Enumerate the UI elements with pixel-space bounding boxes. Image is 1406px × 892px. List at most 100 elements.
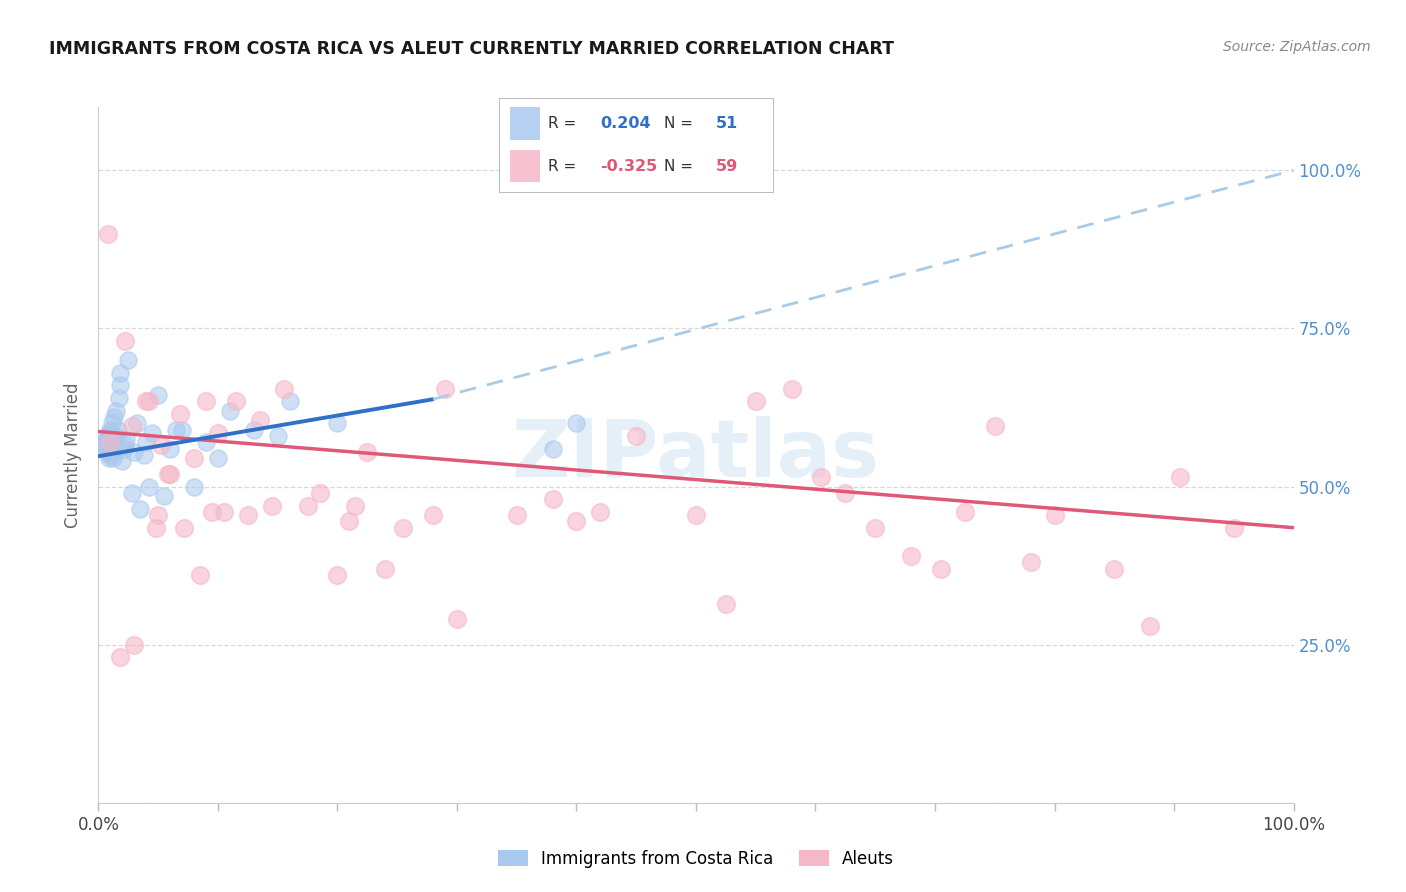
Point xyxy=(141,425,163,440)
Text: N =: N = xyxy=(664,159,697,174)
Point xyxy=(148,508,170,522)
Point xyxy=(124,638,146,652)
Point xyxy=(114,438,136,452)
Point xyxy=(326,568,349,582)
Point xyxy=(422,508,444,522)
Point xyxy=(565,514,588,528)
Point xyxy=(1102,562,1125,576)
Point xyxy=(108,378,131,392)
Point xyxy=(243,423,266,437)
Point xyxy=(225,394,247,409)
Point xyxy=(97,227,120,241)
Point xyxy=(541,492,564,507)
Point xyxy=(112,442,135,456)
Bar xyxy=(510,108,540,140)
Point xyxy=(297,499,319,513)
Point xyxy=(267,429,290,443)
Text: 51: 51 xyxy=(716,116,738,131)
Point xyxy=(1043,508,1066,522)
Point xyxy=(339,514,360,528)
Point xyxy=(107,391,129,405)
Point xyxy=(260,499,283,513)
Point xyxy=(863,521,887,535)
Point xyxy=(344,499,367,513)
Point xyxy=(685,508,707,522)
Point xyxy=(212,505,235,519)
Point xyxy=(626,429,648,443)
Point xyxy=(98,448,122,462)
Point xyxy=(953,505,976,519)
Point xyxy=(219,403,242,417)
Point xyxy=(183,479,205,493)
Point xyxy=(194,435,218,450)
Point xyxy=(149,438,172,452)
Point xyxy=(1139,618,1161,632)
Point xyxy=(1019,556,1042,570)
Point xyxy=(117,353,139,368)
Text: Source: ZipAtlas.com: Source: ZipAtlas.com xyxy=(1223,40,1371,54)
Point xyxy=(105,403,128,417)
Text: 59: 59 xyxy=(716,159,738,174)
Point xyxy=(565,417,588,431)
Point xyxy=(159,442,181,456)
Point xyxy=(183,451,205,466)
Point xyxy=(308,486,330,500)
Point xyxy=(929,562,952,576)
Point xyxy=(207,425,229,440)
Point xyxy=(98,423,122,437)
Point xyxy=(148,388,170,402)
Point xyxy=(1168,470,1191,484)
Point xyxy=(165,423,187,437)
Point xyxy=(714,597,737,611)
Point xyxy=(810,470,832,484)
Point xyxy=(153,489,176,503)
Point xyxy=(745,394,768,409)
Point xyxy=(984,419,1007,434)
Point xyxy=(103,409,125,424)
Point xyxy=(115,432,138,446)
Point xyxy=(98,435,122,450)
Point xyxy=(135,435,157,450)
Point xyxy=(780,382,803,396)
Y-axis label: Currently Married: Currently Married xyxy=(65,382,83,528)
Point xyxy=(589,505,612,519)
Point xyxy=(125,417,148,431)
Point xyxy=(433,382,456,396)
Text: R =: R = xyxy=(548,116,582,131)
Point xyxy=(96,432,118,446)
Point xyxy=(108,366,131,380)
Text: IMMIGRANTS FROM COSTA RICA VS ALEUT CURRENTLY MARRIED CORRELATION CHART: IMMIGRANTS FROM COSTA RICA VS ALEUT CURR… xyxy=(49,40,894,58)
Point xyxy=(201,505,224,519)
Point xyxy=(169,407,191,421)
Point xyxy=(111,454,134,468)
Point xyxy=(98,425,121,440)
Text: 0.204: 0.204 xyxy=(600,116,651,131)
Point xyxy=(356,444,378,458)
Point xyxy=(145,521,167,535)
Point xyxy=(541,442,564,456)
Point xyxy=(173,521,195,535)
Text: -0.325: -0.325 xyxy=(600,159,658,174)
Point xyxy=(834,486,856,500)
Point xyxy=(103,432,125,446)
Point xyxy=(132,448,155,462)
Point xyxy=(249,413,271,427)
Point xyxy=(100,444,122,458)
Point xyxy=(97,429,120,443)
Point xyxy=(101,451,124,466)
Point xyxy=(138,394,160,409)
Point xyxy=(97,442,120,456)
Point xyxy=(114,334,136,348)
Legend: Immigrants from Costa Rica, Aleuts: Immigrants from Costa Rica, Aleuts xyxy=(491,843,901,874)
Text: R =: R = xyxy=(548,159,582,174)
Point xyxy=(100,417,122,431)
Point xyxy=(121,419,143,434)
Point xyxy=(278,394,301,409)
Text: N =: N = xyxy=(664,116,697,131)
Point xyxy=(124,444,146,458)
Point xyxy=(172,423,194,437)
Point xyxy=(194,394,218,409)
Point xyxy=(107,423,129,437)
Point xyxy=(105,429,128,443)
Point xyxy=(1222,521,1246,535)
